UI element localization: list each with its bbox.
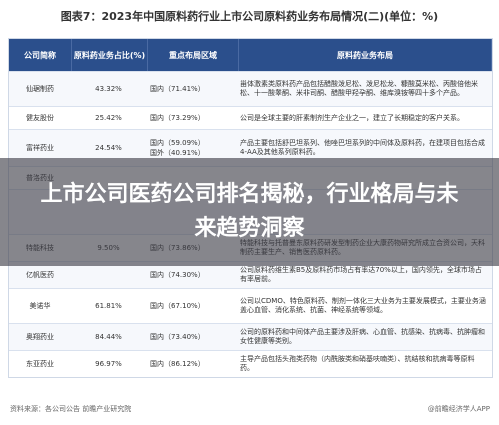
header-company: 公司简称 [9,39,72,71]
source-note: 资料来源：各公司公告 前瞻产业研究院 [10,405,132,413]
table-header: 公司简称 原料药业务占比(%) 重点布局区域 原料药业务布局 [9,39,492,71]
cell-layout: 甾体激素类原料药产品包括醋酸泼尼松、泼尼松龙、糠酸莫米松、丙酸倍他米松、十一酸睾… [240,80,478,97]
cell-region: 国内（86.12%） [150,360,205,368]
figure-title: 图表7：2023年中国原料药行业上市公司原料药业务布局情况(二)(单位：%) [60,10,439,23]
table-row: 东亚药业 96.97% 国内（86.12%） 主导产品包括头孢类药物（内酰胺类和硝基呋… [9,350,492,377]
cell-region: 国内（73.40%） [150,333,205,341]
headline-overlay: 上市公司医药公司排名揭秘，行业格局与未来趋势洞察 [0,158,499,266]
cell-company: 亿帆医药 [26,271,54,279]
cell-layout: 产品主要包括舒巴坦系列、他唑巴坦系列的中间体及原料药，在建项目包括合成4-AA及… [240,139,485,156]
cell-company: 富祥药业 [26,144,54,152]
table-row: 仙琚制药 43.32% 国内（71.41%） 甾体激素类原料药产品包括醋酸泼尼松、泼尼… [9,71,492,106]
cell-company: 健友股份 [26,114,54,122]
header-share: 原料药业务占比(%) [72,39,148,71]
cell-layout: 公司是全球主要的肝素制剂生产企业之一，建立了长期稳定的客户关系。 [240,113,464,122]
cell-layout: 公司的原料药和中间体产品主要涉及肝病、心血管、抗感染、抗病毒、抗肿瘤和女性健康等… [240,328,485,345]
cell-share: 25.42% [95,114,122,122]
cell-share: 96.97% [95,360,122,368]
cell-share: 84.44% [95,333,122,341]
table-row: 健友股份 25.42% 国内（73.29%） 公司是全球主要的肝素制剂生产企业之一，建… [9,106,492,129]
cell-share: 24.54% [95,144,122,152]
cell-company: 仙琚制药 [26,85,54,93]
cell-region: 国内（59.09%） 国外（40.91%） [150,139,205,157]
table-row: 美诺华 61.81% 国内（67.10%） 公司以CDMO、特色原料药、制剂一体化三大… [9,288,492,323]
table-row: 奥翔药业 84.44% 国内（73.40%） 公司的原料药和中间体产品主要涉及肝病、心… [9,323,492,350]
header-layout: 原料药业务布局 [239,39,492,71]
cell-company: 美诺华 [29,302,51,310]
cell-company: 东亚药业 [26,360,54,368]
cell-layout: 公司以CDMO、特色原料药、制剂一体化三大业务为主要发展模式，主要业务涵盖心血管… [240,297,486,314]
cell-share: 43.32% [95,85,122,93]
cell-share: 61.81% [95,302,122,310]
cell-company: 奥翔药业 [26,333,54,341]
cell-layout: 主导产品包括头孢类药物（内酰胺类和硝基呋喃类）、抗结核和抗病毒等原料药。 [240,355,475,372]
cell-region: 国内（71.41%） [150,85,205,93]
cell-region: 国内（73.29%） [150,114,205,122]
cell-region: 国内（74.30%） [150,271,205,279]
brand-mark: @前瞻经济学人APP [427,405,490,413]
headline-text: 上市公司医药公司排名揭秘，行业格局与未来趋势洞察 [40,182,459,241]
header-region: 重点布局区域 [148,39,239,71]
cell-region: 国内（67.10%） [150,302,205,310]
cell-layout: 公司原料药维生素B5及原料药市场占有率达70%以上，国内领先，全球市场占有率居前… [240,266,482,283]
footer: 资料来源：各公司公告 前瞻产业研究院 @前瞻经济学人APP [10,404,490,414]
